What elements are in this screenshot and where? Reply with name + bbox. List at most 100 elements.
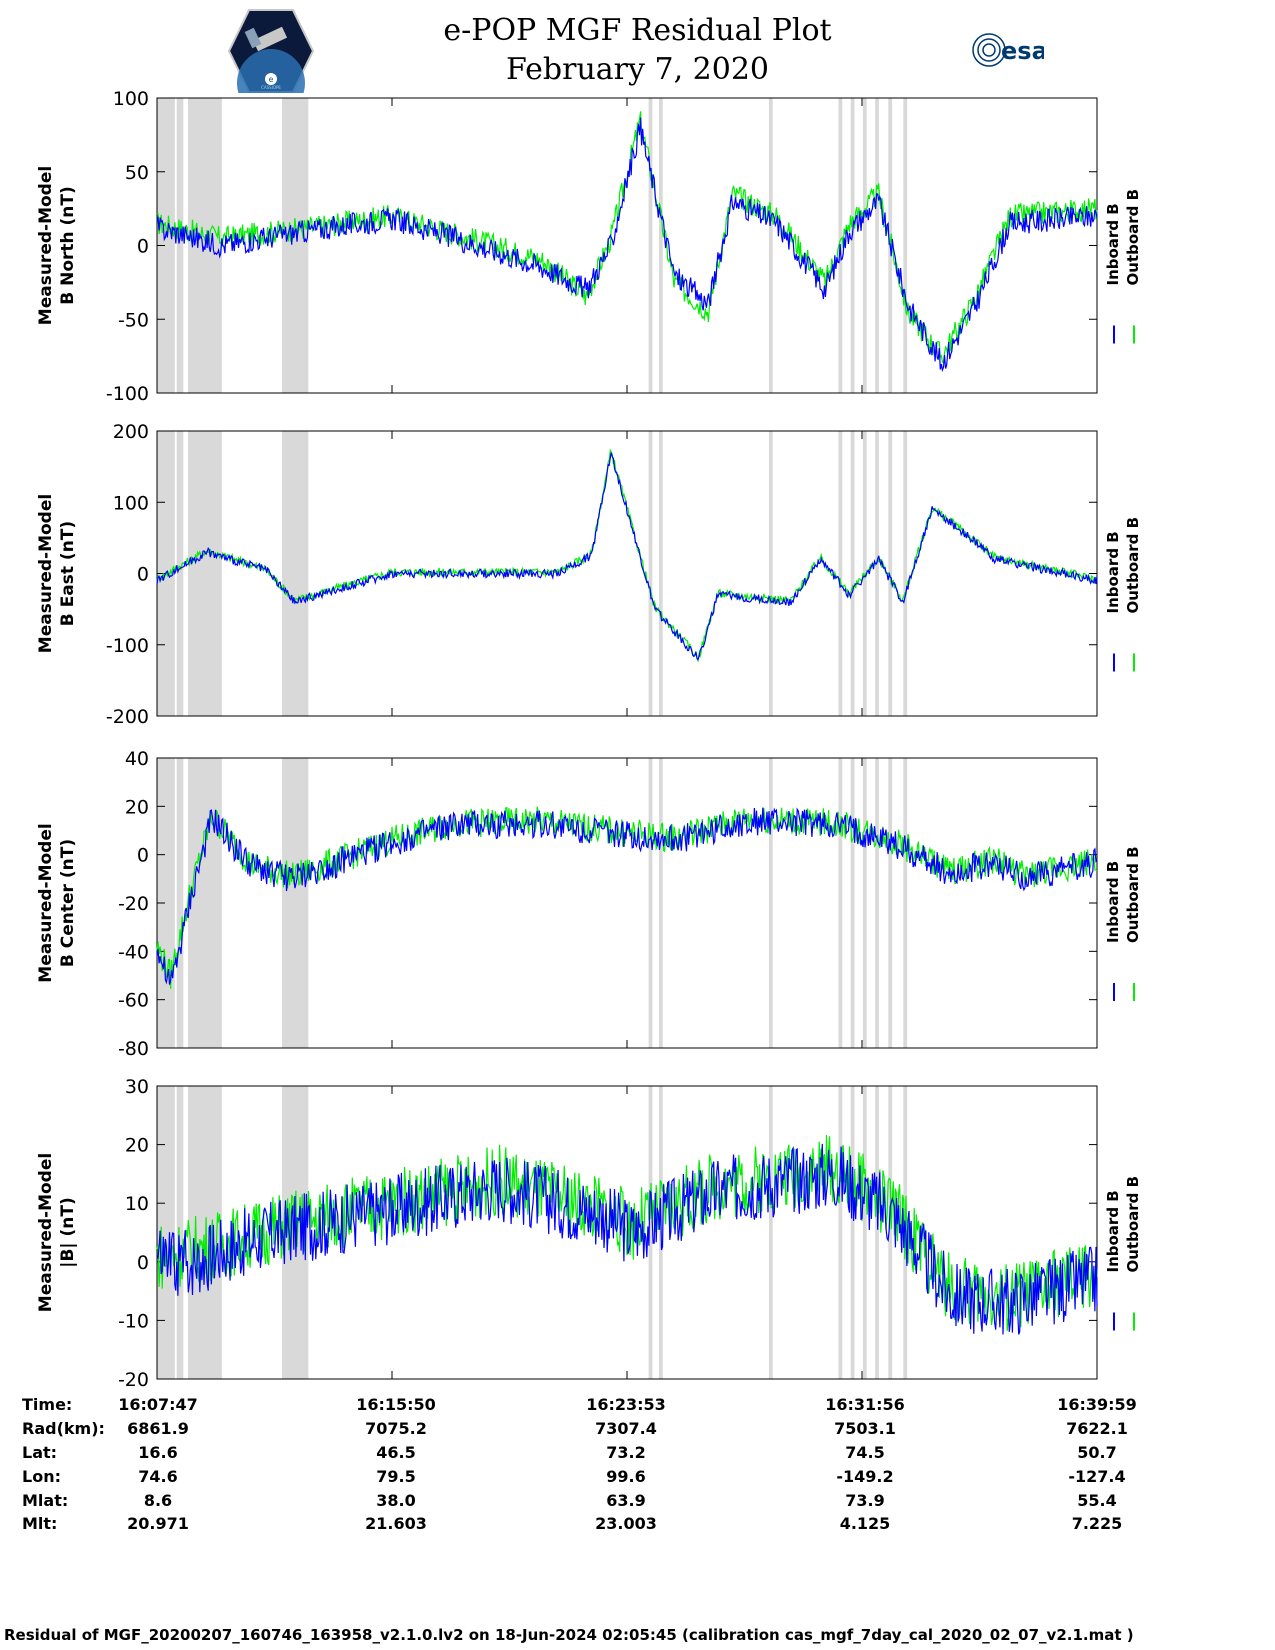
esa-logo: esa — [972, 33, 1044, 67]
y-tick-label: 0 — [137, 845, 149, 867]
legend-label-inboard: Inboard B — [1104, 861, 1122, 943]
y-tick-label: 0 — [137, 236, 149, 258]
data-gap-band — [838, 758, 843, 1048]
data-gap-band — [648, 98, 653, 393]
data-gap-band — [768, 758, 773, 1048]
y-tick-label: -200 — [106, 706, 149, 728]
legend-label-inboard: Inboard B — [1104, 203, 1122, 285]
legend-label-outboard: Outboard B — [1124, 1176, 1142, 1273]
data-gap-band — [188, 758, 222, 1048]
data-gap-band — [768, 98, 773, 393]
svg-text:esa: esa — [1001, 37, 1044, 65]
y-tick-label: -10 — [118, 1310, 149, 1332]
y-tick-label: 20 — [125, 1135, 149, 1157]
legend-label-inboard: Inboard B — [1104, 1190, 1122, 1272]
data-gap-band — [903, 431, 908, 716]
data-gap-band — [838, 431, 843, 716]
y-tick-label: 10 — [125, 1193, 149, 1215]
data-gap-band — [862, 98, 867, 393]
data-gap-band — [157, 1086, 175, 1379]
y-axis-label-line1: Measured-Model — [36, 1153, 56, 1312]
panel-3: 40 20 0 -20 -40 -60 -80 Measured-Model B Center … — [36, 748, 1142, 1060]
legend: Inboard B Outboard B — [1104, 846, 1142, 1001]
data-gap-band — [903, 98, 908, 393]
y-tick-label: -40 — [118, 941, 149, 963]
y-axis-label-line2: B North (nT) — [58, 186, 78, 305]
data-gap-band — [862, 758, 867, 1048]
data-gap-band — [862, 1086, 867, 1379]
legend-label-outboard: Outboard B — [1124, 189, 1142, 286]
data-gap-band — [188, 431, 222, 716]
y-tick-label: 30 — [125, 1076, 149, 1098]
data-gap-band — [188, 1086, 222, 1379]
y-axis-label-line1: Measured-Model — [36, 166, 56, 325]
data-gap-band — [768, 431, 773, 716]
y-tick-label: -20 — [118, 893, 149, 915]
y-tick-label: 40 — [125, 748, 149, 770]
y-tick-label: -80 — [118, 1038, 149, 1060]
chart-title: e-POP MGF Residual Plot — [443, 13, 832, 48]
data-gap-band — [658, 98, 663, 393]
legend: Inboard B Outboard B — [1104, 189, 1142, 344]
y-axis-label: Measured-Model B North (nT) — [36, 166, 78, 325]
data-gap-band — [282, 431, 309, 716]
data-gap-band — [888, 1086, 893, 1379]
data-gap-band — [176, 98, 184, 393]
legend: Inboard B Outboard B — [1104, 517, 1142, 672]
y-tick-label: 0 — [137, 1252, 149, 1274]
y-tick-label: 100 — [113, 88, 149, 110]
data-gap-band — [176, 758, 184, 1048]
y-tick-label: 200 — [113, 421, 149, 443]
y-axis-label-line2: B East (nT) — [58, 521, 78, 626]
y-tick-label: 50 — [125, 162, 149, 184]
data-gap-band — [282, 98, 309, 393]
y-tick-label: -100 — [106, 383, 149, 405]
data-gap-band — [850, 758, 855, 1048]
data-gap-band — [850, 431, 855, 716]
data-gap-band — [875, 431, 879, 716]
data-gap-band — [768, 1086, 773, 1379]
series-line-inboard — [156, 807, 1098, 985]
y-axis-label-line2: B Center (nT) — [58, 839, 78, 967]
data-gap-band — [903, 758, 908, 1048]
data-gap-band — [176, 1086, 184, 1379]
y-axis-label-line2: |B| (nT) — [58, 1197, 78, 1268]
legend-label-inboard: Inboard B — [1104, 531, 1122, 613]
data-gap-band — [888, 431, 893, 716]
y-axis-label: Measured-Model B East (nT) — [36, 494, 78, 653]
data-gap-band — [648, 1086, 653, 1379]
y-tick-label: 0 — [137, 564, 149, 586]
data-gap-band — [282, 758, 309, 1048]
data-gap-band — [648, 431, 653, 716]
cassiope-logo: e CASSIOPE — [228, 9, 314, 93]
data-gap-band — [648, 758, 653, 1048]
series-line-inboard — [156, 452, 1098, 661]
data-gap-band — [850, 1086, 855, 1379]
data-gap-band — [875, 758, 879, 1048]
data-gap-band — [838, 1086, 843, 1379]
data-gap-band — [875, 1086, 879, 1379]
y-tick-label: 20 — [125, 796, 149, 818]
series-line-outboard — [156, 1134, 1098, 1331]
y-axis-label: Measured-Model |B| (nT) — [36, 1153, 78, 1312]
legend: Inboard B Outboard B — [1104, 1176, 1142, 1331]
y-tick-label: -50 — [118, 309, 149, 331]
data-gap-band — [658, 758, 663, 1048]
panel-1: 100 50 0 -50 -100 Measured-Model B North (nT) I… — [36, 88, 1142, 405]
data-gap-band — [850, 98, 855, 393]
svg-text:CASSIOPE: CASSIOPE — [261, 85, 281, 90]
svg-text:e: e — [269, 75, 274, 84]
y-axis-label-line1: Measured-Model — [36, 494, 56, 653]
data-gap-band — [176, 431, 184, 716]
data-gap-band — [875, 98, 879, 393]
legend-label-outboard: Outboard B — [1124, 846, 1142, 943]
panel-2: 200 100 0 -100 -200 Measured-Model B East (nT)… — [36, 421, 1142, 728]
data-gap-band — [888, 758, 893, 1048]
y-tick-label: -60 — [118, 990, 149, 1012]
legend-label-outboard: Outboard B — [1124, 517, 1142, 614]
y-axis-label: Measured-Model B Center (nT) — [36, 823, 78, 982]
panel-4: 30 20 10 0 -10 -20 Measured-Model |B| (nT) Inboa… — [36, 1076, 1142, 1391]
series-line-inboard — [156, 117, 1098, 373]
y-tick-label: -20 — [118, 1369, 149, 1391]
